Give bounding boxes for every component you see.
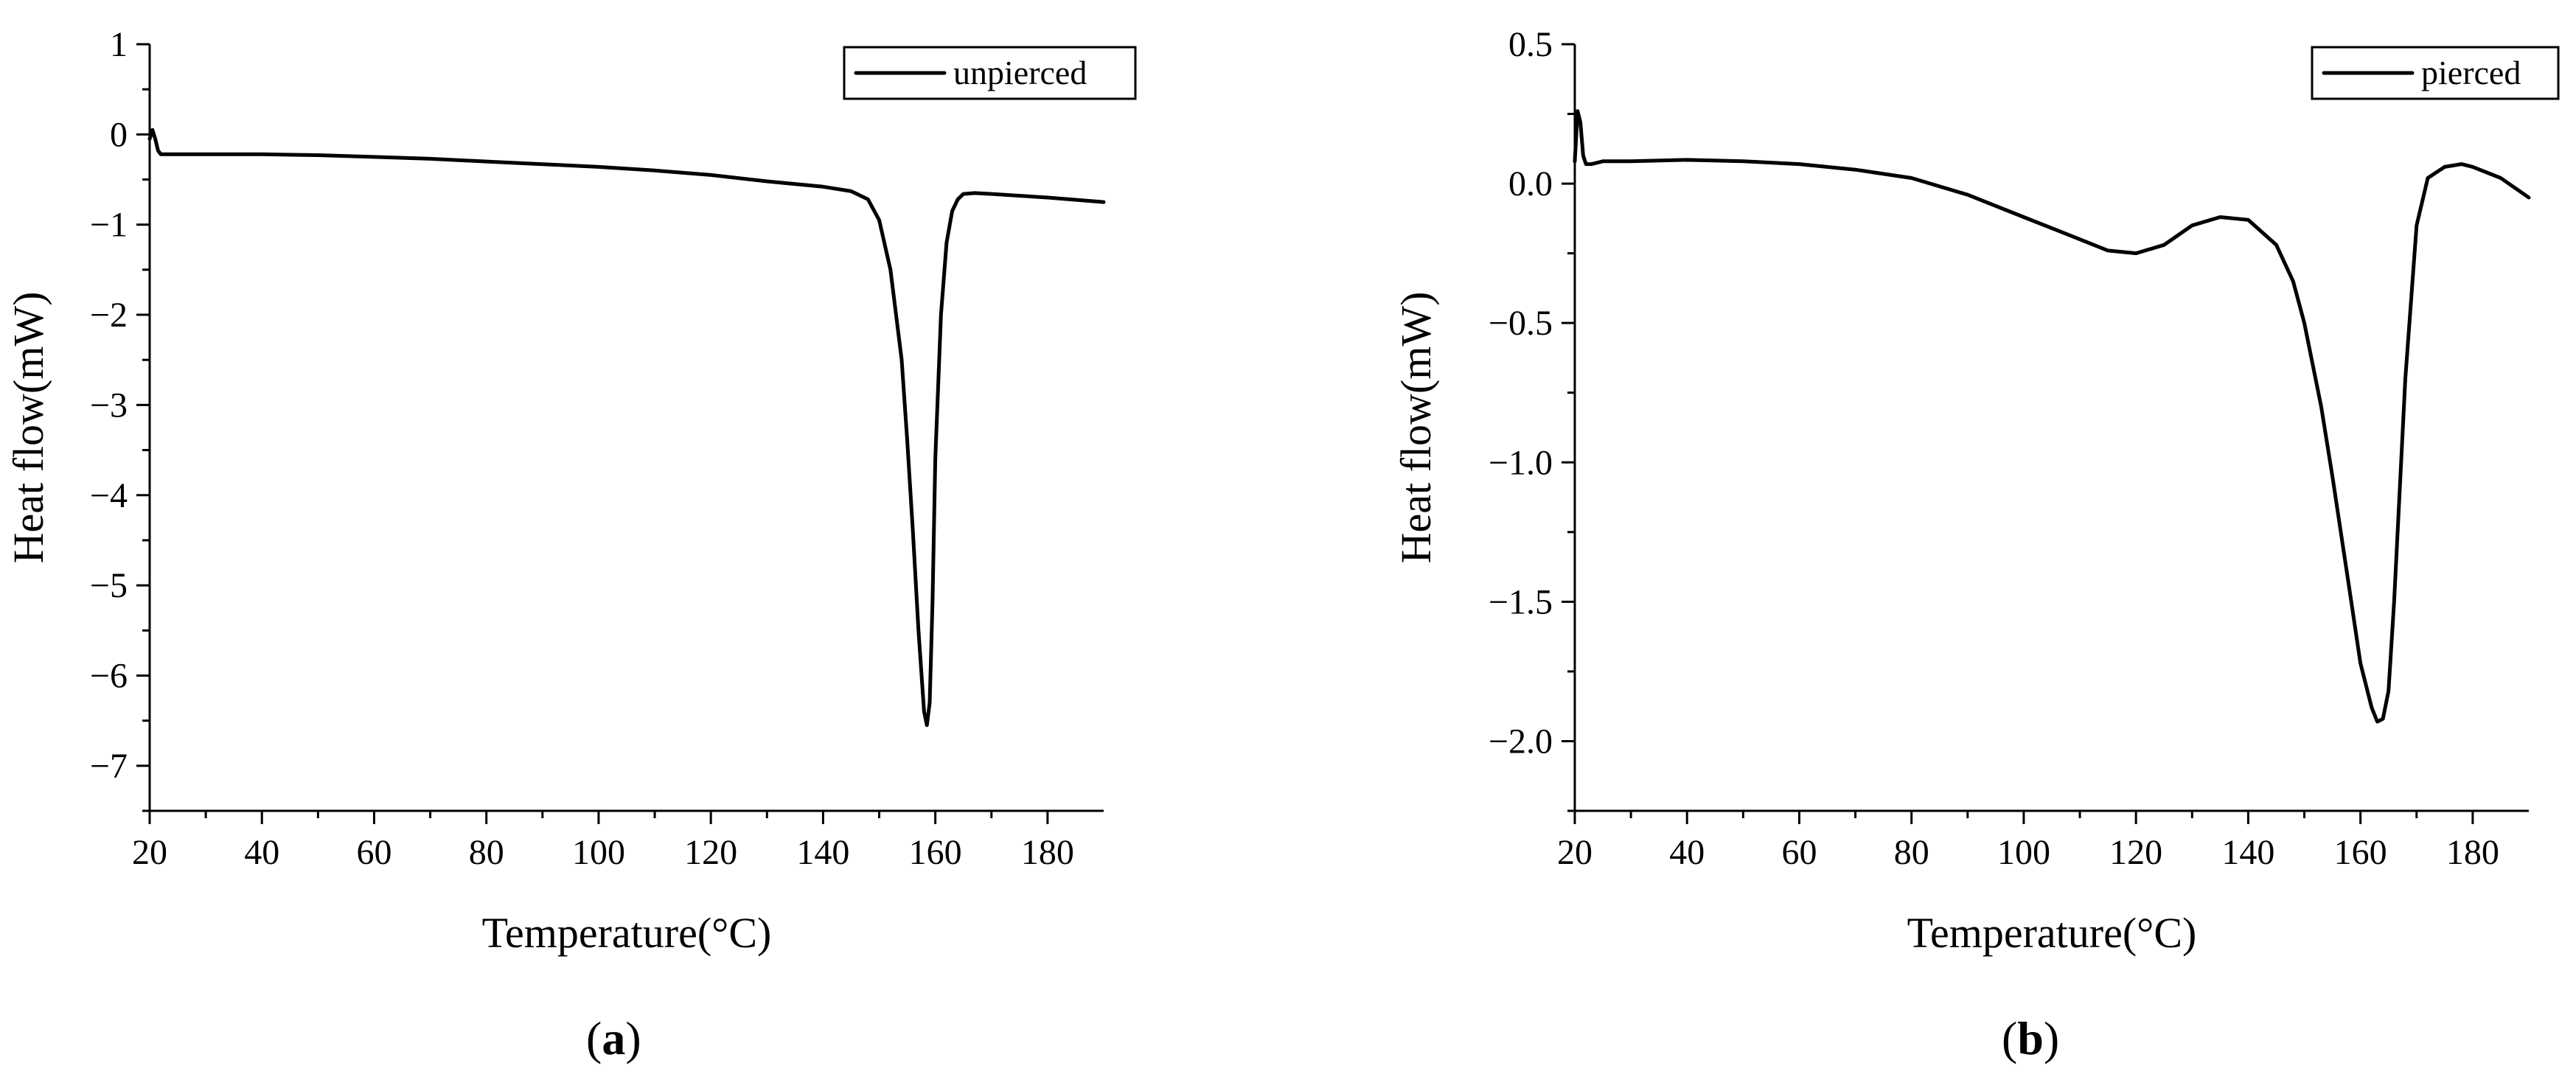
panel-a-x-tick-label: 80: [469, 833, 504, 872]
panel-b-y-tick-label: 0.0: [1508, 164, 1553, 203]
panel-a-y-tick-label: −5: [90, 566, 128, 605]
panel-b-y-tick-label: −0.5: [1489, 304, 1553, 343]
panel-b-x-tick-label: 180: [2446, 833, 2499, 872]
panel-b-x-tick-label: 160: [2334, 833, 2387, 872]
panel-a-x-tick-label: 120: [684, 833, 737, 872]
panel-a-x-tick-label: 160: [909, 833, 962, 872]
panel-b-y-tick-label: −1.5: [1489, 582, 1553, 621]
panel-b-y-axis-title: Heat flow(mW): [1392, 292, 1440, 564]
panel-b-y-tick-label: 0.5: [1508, 25, 1553, 64]
panel-a-y-tick-label: −1: [90, 206, 128, 245]
panel-b-x-tick-label: 20: [1557, 833, 1592, 872]
panel-a-x-tick-label: 140: [796, 833, 849, 872]
panel-a-chart: 20 40 60 80 100 120 140 160 180 1 0 −1 −2 −3 −4 −5 −6 −7 T…: [4, 25, 1137, 1064]
panel-b-legend-box: [2311, 46, 2560, 100]
panel-a-y-tick-label: −2: [90, 296, 128, 335]
panel-a-panel-label: (a): [586, 1012, 641, 1064]
panel-a-legend-box: [843, 46, 1137, 100]
panel-b-x-tick-label: 120: [2109, 833, 2162, 872]
panel-b-x-tick-label: 140: [2221, 833, 2274, 872]
panel-a-x-tick-label: 20: [132, 833, 167, 872]
panel-a-x-tick-label: 100: [572, 833, 625, 872]
panel-a-series-line-unpierced: [147, 128, 1106, 728]
panel-b-x-tick-label: 80: [1894, 833, 1929, 872]
panel-b-series-line-pierced: [1573, 109, 2531, 724]
panel-b-x-tick-label: 60: [1781, 833, 1817, 872]
panel-a-x-axis-title: Temperature(°C): [482, 909, 772, 957]
panel-a-y-tick-label: 0: [110, 115, 128, 154]
panel-b-y-tick-label: −1.0: [1489, 443, 1553, 482]
panel-a-y-axis-title: Heat flow(mW): [4, 292, 52, 564]
panel-a-y-tick-label: −4: [90, 476, 128, 515]
panel-b-legend-label: pierced: [2421, 54, 2521, 91]
panel-b-x-tick-label: 100: [1997, 833, 2050, 872]
panel-a-legend-label: unpierced: [953, 54, 1087, 91]
panel-a-y-tick-label: −6: [90, 656, 128, 695]
panel-a-y-tick-label: −7: [90, 747, 128, 786]
panel-a-x-tick-label: 40: [244, 833, 279, 872]
panel-b-x-tick-label: 40: [1669, 833, 1705, 872]
panel-b-y-tick-label: −2.0: [1489, 722, 1553, 761]
panel-a-x-tick-label: 60: [356, 833, 391, 872]
panel-b-x-axis-title: Temperature(°C): [1907, 909, 2197, 957]
panel-b-chart: 20 40 60 80 100 120 140 160 180 0.5 0.0 −0.5 −1.0 −1.…: [1392, 25, 2560, 1064]
panel-a-y-tick-label: 1: [110, 25, 128, 64]
panel-a-y-tick-label: −3: [90, 386, 128, 425]
panel-b-panel-label: (b): [2002, 1012, 2059, 1064]
panel-a-x-tick-label: 180: [1021, 833, 1074, 872]
